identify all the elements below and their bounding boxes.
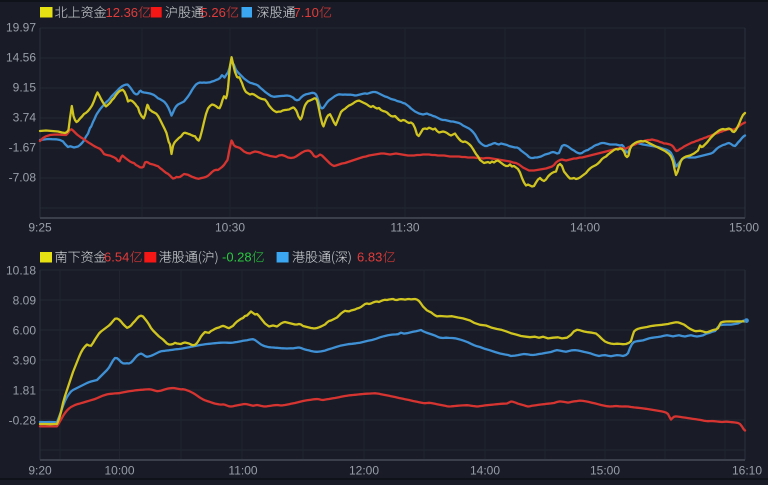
svg-text:15:00: 15:00 [729, 220, 759, 234]
svg-text:6.00: 6.00 [13, 323, 37, 337]
svg-text:9.15: 9.15 [13, 80, 37, 94]
svg-text:3.90: 3.90 [13, 353, 37, 367]
svg-text:11:00: 11:00 [228, 463, 257, 477]
svg-text:6.83: 6.83 [357, 250, 382, 265]
svg-text:15:00: 15:00 [590, 463, 620, 477]
svg-text:1.81: 1.81 [13, 383, 37, 397]
svg-text:-7.08: -7.08 [9, 170, 37, 184]
svg-text:14.56: 14.56 [6, 50, 36, 64]
svg-text:12:00: 12:00 [349, 463, 379, 477]
svg-text:16:10: 16:10 [732, 463, 762, 477]
svg-text:11:30: 11:30 [390, 220, 419, 234]
svg-text:6.54: 6.54 [104, 250, 129, 265]
svg-text:12.36: 12.36 [106, 5, 139, 20]
svg-text:-1.67: -1.67 [9, 140, 37, 154]
svg-text:9:20: 9:20 [28, 463, 52, 477]
svg-text:10:00: 10:00 [104, 463, 134, 477]
svg-text:3.74: 3.74 [13, 110, 37, 124]
svg-text:7.10: 7.10 [294, 5, 319, 20]
svg-text:-0.28: -0.28 [9, 413, 37, 427]
svg-text:14:00: 14:00 [570, 220, 600, 234]
svg-text:9:25: 9:25 [28, 220, 52, 234]
svg-text:19.97: 19.97 [6, 20, 36, 34]
svg-text:10.18: 10.18 [6, 263, 36, 277]
svg-text:10:30: 10:30 [215, 220, 245, 234]
svg-text:8.09: 8.09 [13, 293, 37, 307]
svg-text:14:00: 14:00 [470, 463, 500, 477]
svg-text:-0.28: -0.28 [222, 250, 252, 265]
svg-text:5.26: 5.26 [201, 5, 226, 20]
